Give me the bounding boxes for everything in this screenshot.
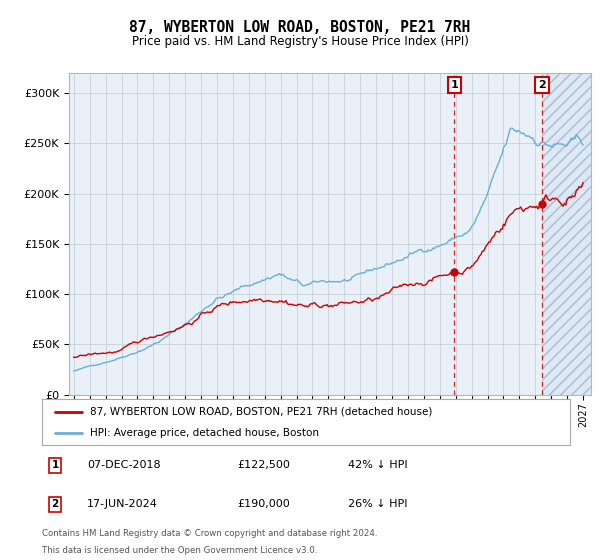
Text: £122,500: £122,500: [238, 460, 290, 470]
Text: HPI: Average price, detached house, Boston: HPI: Average price, detached house, Bost…: [89, 428, 319, 438]
Text: 42% ↓ HPI: 42% ↓ HPI: [348, 460, 408, 470]
Bar: [542, 73, 593, 395]
Text: 17-JUN-2024: 17-JUN-2024: [87, 500, 158, 510]
Text: Contains HM Land Registry data © Crown copyright and database right 2024.: Contains HM Land Registry data © Crown c…: [42, 529, 377, 538]
Text: 2: 2: [52, 500, 59, 510]
Text: £190,000: £190,000: [238, 500, 290, 510]
Text: Price paid vs. HM Land Registry's House Price Index (HPI): Price paid vs. HM Land Registry's House …: [131, 35, 469, 48]
Text: 1: 1: [52, 460, 59, 470]
Text: 07-DEC-2018: 07-DEC-2018: [87, 460, 161, 470]
Text: This data is licensed under the Open Government Licence v3.0.: This data is licensed under the Open Gov…: [42, 546, 317, 555]
Text: 1: 1: [451, 80, 458, 90]
Text: 87, WYBERTON LOW ROAD, BOSTON, PE21 7RH (detached house): 87, WYBERTON LOW ROAD, BOSTON, PE21 7RH …: [89, 407, 432, 417]
Text: 2: 2: [538, 80, 546, 90]
Bar: [542, 73, 593, 395]
Text: 26% ↓ HPI: 26% ↓ HPI: [348, 500, 408, 510]
Text: 87, WYBERTON LOW ROAD, BOSTON, PE21 7RH: 87, WYBERTON LOW ROAD, BOSTON, PE21 7RH: [130, 20, 470, 35]
